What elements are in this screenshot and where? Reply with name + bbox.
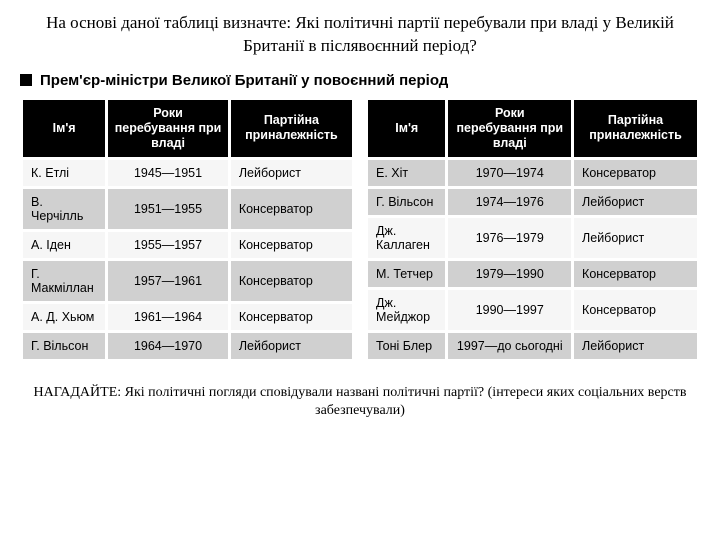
cell-years: 1997—до сьогодні xyxy=(447,331,573,360)
cell-name: Г. Макміллан xyxy=(22,259,107,302)
cell-years: 1974—1976 xyxy=(447,187,573,216)
cell-party: Консерватор xyxy=(229,187,353,230)
cell-name: Тоні Блер xyxy=(367,331,447,360)
cell-name: Дж. Каллаген xyxy=(367,216,447,259)
table-row: А. Д. Хьюм1961—1964Консерватор xyxy=(22,302,354,331)
cell-years: 1961—1964 xyxy=(107,302,230,331)
cell-party: Консерватор xyxy=(229,230,353,259)
table-row: Тоні Блер1997—до сьогодніЛейборист xyxy=(367,331,699,360)
table-header-row: Ім'я Роки перебування при владі Партійна… xyxy=(367,98,699,158)
pm-table-left: Ім'я Роки перебування при владі Партійна… xyxy=(20,97,355,362)
col-years: Роки перебування при владі xyxy=(447,98,573,158)
table-row: Дж. Каллаген1976—1979Лейборист xyxy=(367,216,699,259)
cell-name: В. Черчілль xyxy=(22,187,107,230)
cell-years: 1970—1974 xyxy=(447,158,573,187)
cell-party: Лейборист xyxy=(229,158,353,187)
cell-name: А. Іден xyxy=(22,230,107,259)
table-row: Е. Хіт1970—1974Консерватор xyxy=(367,158,699,187)
cell-years: 1979—1990 xyxy=(447,259,573,288)
cell-party: Лейборист xyxy=(573,187,699,216)
table-header-row: Ім'я Роки перебування при владі Партійна… xyxy=(22,98,354,158)
col-party: Партійна приналежність xyxy=(229,98,353,158)
table-row: В. Черчілль1951—1955Консерватор xyxy=(22,187,354,230)
col-years: Роки перебування при владі xyxy=(107,98,230,158)
cell-years: 1976—1979 xyxy=(447,216,573,259)
cell-name: Г. Вільсон xyxy=(22,331,107,360)
col-name: Ім'я xyxy=(367,98,447,158)
cell-party: Консерватор xyxy=(229,302,353,331)
col-party: Партійна приналежність xyxy=(573,98,699,158)
cell-name: Г. Вільсон xyxy=(367,187,447,216)
footer-prompt: НАГАДАЙТЕ: Які політичні погляди сповіду… xyxy=(20,384,700,420)
table-row: Г. Макміллан1957—1961Консерватор xyxy=(22,259,354,302)
cell-years: 1945—1951 xyxy=(107,158,230,187)
cell-years: 1951—1955 xyxy=(107,187,230,230)
tables-container: Ім'я Роки перебування при владі Партійна… xyxy=(20,97,700,362)
bullet-icon xyxy=(20,74,32,86)
cell-party: Консерватор xyxy=(573,158,699,187)
table-row: А. Іден1955—1957Консерватор xyxy=(22,230,354,259)
cell-name: А. Д. Хьюм xyxy=(22,302,107,331)
cell-years: 1990—1997 xyxy=(447,288,573,331)
cell-party: Консерватор xyxy=(229,259,353,302)
col-name: Ім'я xyxy=(22,98,107,158)
table-row: М. Тетчер1979—1990Консерватор xyxy=(367,259,699,288)
pm-table-right: Ім'я Роки перебування при владі Партійна… xyxy=(365,97,700,362)
cell-name: М. Тетчер xyxy=(367,259,447,288)
cell-party: Лейборист xyxy=(229,331,353,360)
table-row: К. Етлі1945—1951Лейборист xyxy=(22,158,354,187)
cell-years: 1964—1970 xyxy=(107,331,230,360)
cell-years: 1955—1957 xyxy=(107,230,230,259)
table-row: Дж. Мейджор1990—1997Консерватор xyxy=(367,288,699,331)
cell-name: Е. Хіт xyxy=(367,158,447,187)
cell-name: К. Етлі xyxy=(22,158,107,187)
cell-years: 1957—1961 xyxy=(107,259,230,302)
cell-party: Консерватор xyxy=(573,288,699,331)
question-text: На основі даної таблиці визначте: Які по… xyxy=(20,12,700,58)
table-row: Г. Вільсон1964—1970Лейборист xyxy=(22,331,354,360)
section-title: Прем'єр-міністри Великої Британії у пово… xyxy=(40,72,448,89)
cell-name: Дж. Мейджор xyxy=(367,288,447,331)
cell-party: Лейборист xyxy=(573,331,699,360)
table-row: Г. Вільсон1974—1976Лейборист xyxy=(367,187,699,216)
cell-party: Лейборист xyxy=(573,216,699,259)
cell-party: Консерватор xyxy=(573,259,699,288)
section-title-row: Прем'єр-міністри Великої Британії у пово… xyxy=(20,72,700,89)
